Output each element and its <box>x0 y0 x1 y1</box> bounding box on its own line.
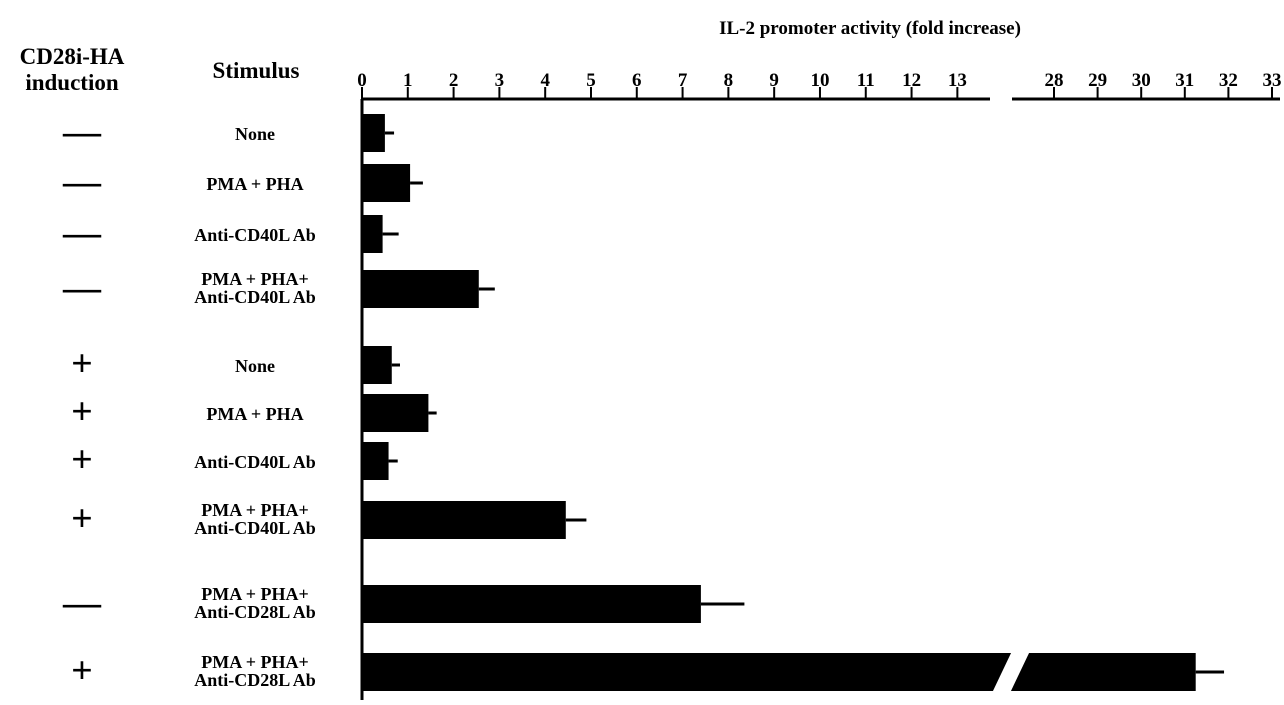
x-tick-label: 32 <box>1219 70 1238 91</box>
induction-symbol: — <box>62 161 102 203</box>
stimulus-label: PMA + PHA+ <box>201 269 309 289</box>
x-tick-label: 12 <box>902 70 921 91</box>
x-axis: 0 1 2 3 4 5 6 7 8 9 10 11 12 13 28 29 30 31 32 33 <box>357 70 1282 700</box>
x-tick-label: 11 <box>857 70 875 91</box>
x-tick-label: 5 <box>586 70 596 91</box>
stimulus-label: None <box>235 124 275 144</box>
bar <box>363 442 389 480</box>
stimulus-label: Anti-CD28L Ab <box>194 602 316 622</box>
bar <box>363 270 479 308</box>
x-tick-label: 3 <box>495 70 505 91</box>
bar <box>363 653 1196 691</box>
column-header-induction: CD28i-HA <box>20 44 125 69</box>
bar <box>363 114 385 152</box>
induction-symbol: + <box>71 391 93 433</box>
stimulus-label: PMA + PHA <box>206 174 303 194</box>
bar <box>363 501 566 539</box>
stimulus-label: PMA + PHA <box>206 404 303 424</box>
x-tick-label: 31 <box>1175 70 1194 91</box>
induction-symbol: — <box>62 111 102 153</box>
x-tick-label: 10 <box>810 70 829 91</box>
x-tick-label: 13 <box>948 70 967 91</box>
stimulus-label: Anti-CD40L Ab <box>194 287 316 307</box>
induction-symbol: — <box>62 582 102 624</box>
bar <box>363 215 383 253</box>
induction-symbol: + <box>71 498 93 540</box>
x-tick-label: 6 <box>632 70 642 91</box>
bar <box>363 346 392 384</box>
x-tick-label: 7 <box>678 70 688 91</box>
stimulus-label: Anti-CD40L Ab <box>194 452 316 472</box>
x-tick-label: 1 <box>403 70 413 91</box>
column-header-induction: induction <box>25 70 119 95</box>
x-tick-label: 30 <box>1132 70 1151 91</box>
stimulus-label: Anti-CD28L Ab <box>194 670 316 690</box>
bar <box>363 394 429 432</box>
x-tick-label: 8 <box>724 70 734 91</box>
stimulus-label: Anti-CD40L Ab <box>194 518 316 538</box>
induction-symbol: + <box>71 650 93 692</box>
x-tick-label: 9 <box>769 70 779 91</box>
stimulus-label: PMA + PHA+ <box>201 652 309 672</box>
x-tick-label: 29 <box>1088 70 1107 91</box>
bar <box>363 164 411 202</box>
stimulus-label: None <box>235 356 275 376</box>
stimulus-label: Anti-CD40L Ab <box>194 225 316 245</box>
chart-title: IL-2 promoter activity (fold increase) <box>719 18 1021 39</box>
stimulus-label: PMA + PHA+ <box>201 500 309 520</box>
x-tick-label: 0 <box>357 70 367 91</box>
bar <box>363 585 701 623</box>
induction-symbol: — <box>62 267 102 309</box>
x-tick-label: 28 <box>1045 70 1064 91</box>
induction-symbol: + <box>71 343 93 385</box>
x-tick-label: 4 <box>540 70 550 91</box>
stimulus-label: PMA + PHA+ <box>201 584 309 604</box>
bars <box>363 114 1225 693</box>
row-labels: — None— PMA + PHA— Anti-CD40L Ab— PMA + PHA+… <box>62 111 316 692</box>
x-tick-label: 2 <box>449 70 459 91</box>
x-tick-label: 33 <box>1263 70 1282 91</box>
induction-symbol: — <box>62 212 102 254</box>
axis-break-gap <box>992 651 1030 693</box>
induction-symbol: + <box>71 439 93 481</box>
column-header-stimulus: Stimulus <box>213 58 300 83</box>
